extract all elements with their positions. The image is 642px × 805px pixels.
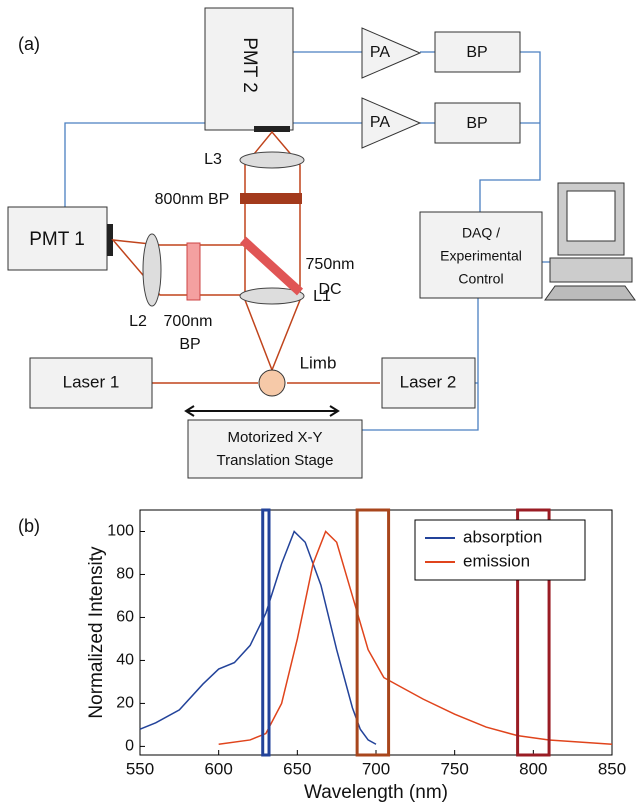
x-tick-label: 650 — [283, 759, 311, 778]
node-label: 700nm — [164, 313, 213, 330]
node-label: L1 — [313, 288, 331, 305]
filter-box — [434, 102, 521, 144]
node-label: 800nm BP — [155, 191, 230, 208]
y-tick-label: 60 — [116, 609, 134, 626]
filter — [186, 242, 201, 301]
panel-label: (a) — [18, 34, 40, 54]
node-label: L2 — [129, 313, 147, 330]
detector — [254, 126, 290, 132]
node-label: DAQ / — [462, 225, 500, 241]
node-label: Laser 1 — [63, 372, 120, 391]
pmt-box — [7, 206, 108, 271]
detector — [107, 224, 113, 256]
x-tick-label: 550 — [126, 759, 154, 778]
y-tick-label: 40 — [116, 652, 134, 669]
node-label: PA — [370, 44, 390, 61]
amplifier — [361, 27, 422, 79]
laser-box — [381, 357, 476, 409]
node-label: BP — [466, 115, 487, 132]
x-tick-label: 700 — [362, 759, 390, 778]
filter — [240, 193, 302, 204]
lens — [239, 151, 305, 169]
series-line — [139, 530, 377, 745]
panel-label: (b) — [18, 516, 40, 536]
legend-label: absorption — [463, 527, 542, 546]
amplifier — [361, 97, 422, 149]
lens — [142, 233, 162, 307]
stage-box — [187, 419, 363, 479]
y-axis-label: Normalized Intensity — [86, 546, 107, 719]
node-label: DC — [318, 281, 341, 298]
x-axis-label: Wavelength (nm) — [304, 782, 448, 803]
legend-box — [414, 519, 586, 581]
laser-box — [29, 357, 153, 409]
pmt-box — [204, 7, 294, 131]
node-label: L3 — [204, 151, 222, 168]
limb — [258, 369, 286, 397]
node-label: 750nm — [306, 256, 355, 273]
node-label: BP — [466, 44, 487, 61]
legend-label: emission — [463, 551, 530, 570]
lens — [239, 287, 305, 305]
filter-band — [355, 508, 391, 757]
node-label: Translation Stage — [216, 452, 333, 469]
computer-icon — [544, 182, 636, 301]
node-label: PMT 2 — [239, 37, 260, 93]
node-label: Control — [458, 271, 503, 287]
motion-arrow — [184, 405, 340, 417]
y-tick-label: 100 — [107, 523, 134, 540]
node-label: BP — [179, 336, 200, 353]
y-tick-label: 20 — [116, 695, 134, 712]
filter-band — [261, 508, 271, 757]
filter-box — [434, 31, 521, 73]
node-label: PA — [370, 114, 390, 131]
chart: 0 20 40 60 80 100 550 600 650 700 750 800 850 Wavelen… — [86, 508, 626, 803]
node-label: Limb — [300, 353, 337, 372]
y-tick-label: 80 — [116, 566, 134, 583]
x-tick-label: 750 — [440, 759, 468, 778]
node-label: Motorized X-Y — [227, 429, 322, 446]
node-label: Experimental — [440, 248, 522, 264]
x-tick-label: 850 — [598, 759, 626, 778]
node-label: PMT 1 — [29, 229, 85, 250]
x-tick-label: 600 — [204, 759, 232, 778]
daq-box — [419, 211, 543, 299]
dichroic — [239, 236, 304, 296]
y-tick-label: 0 — [125, 738, 134, 755]
node-label: Laser 2 — [400, 372, 457, 391]
x-tick-label: 800 — [519, 759, 547, 778]
filter-band — [516, 508, 551, 757]
